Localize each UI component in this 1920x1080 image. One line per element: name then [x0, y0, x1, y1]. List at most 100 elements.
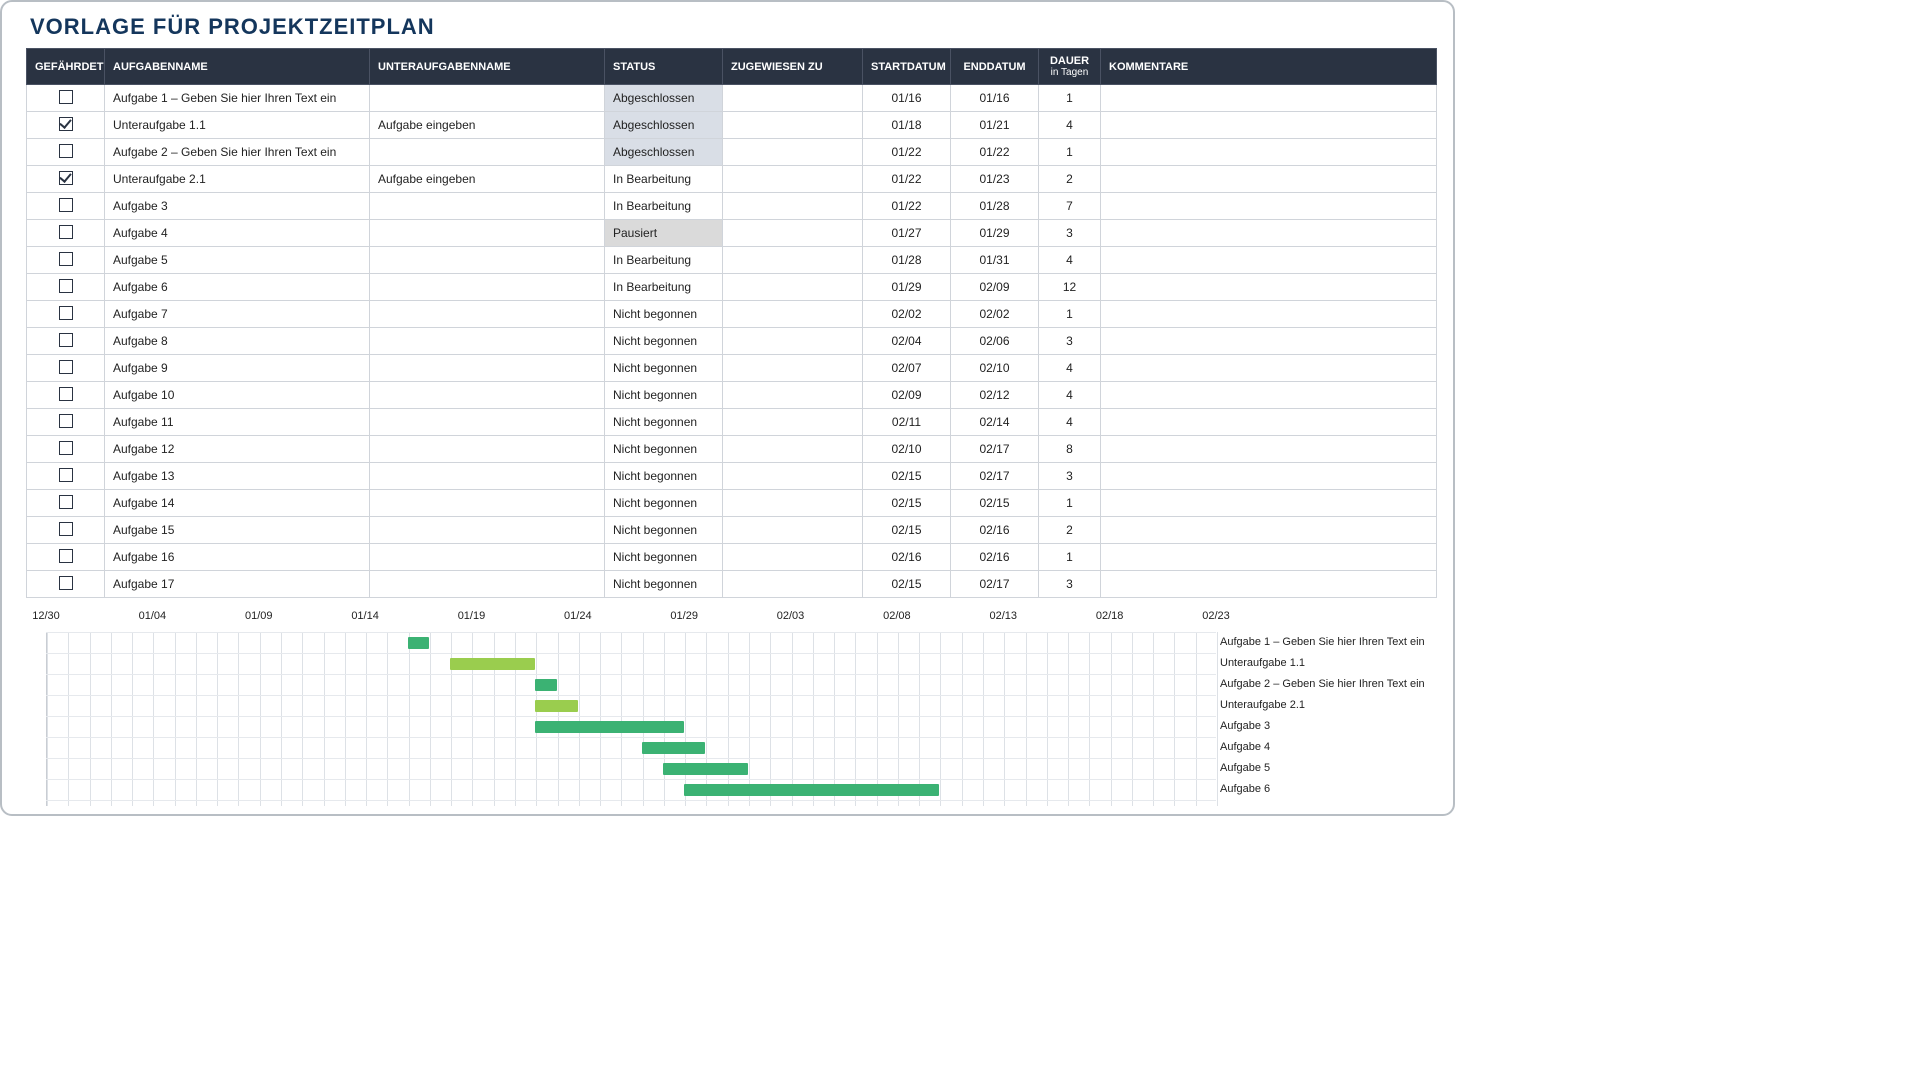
risk-cell[interactable]: [27, 166, 105, 193]
risk-cell[interactable]: [27, 382, 105, 409]
assigned-cell[interactable]: [723, 166, 863, 193]
subtask-cell[interactable]: [370, 85, 605, 112]
subtask-cell[interactable]: [370, 193, 605, 220]
start-cell[interactable]: 02/15: [863, 571, 951, 598]
task-cell[interactable]: Aufgabe 9: [105, 355, 370, 382]
risk-cell[interactable]: [27, 409, 105, 436]
assigned-cell[interactable]: [723, 301, 863, 328]
end-cell[interactable]: 02/02: [951, 301, 1039, 328]
risk-cell[interactable]: [27, 571, 105, 598]
status-cell[interactable]: Nicht begonnen: [605, 382, 723, 409]
risk-checkbox[interactable]: [59, 144, 73, 158]
assigned-cell[interactable]: [723, 409, 863, 436]
status-cell[interactable]: Nicht begonnen: [605, 571, 723, 598]
status-cell[interactable]: Nicht begonnen: [605, 409, 723, 436]
end-cell[interactable]: 02/17: [951, 463, 1039, 490]
task-cell[interactable]: Aufgabe 6: [105, 274, 370, 301]
subtask-cell[interactable]: [370, 247, 605, 274]
risk-checkbox[interactable]: [59, 90, 73, 104]
task-cell[interactable]: Aufgabe 2 – Geben Sie hier Ihren Text ei…: [105, 139, 370, 166]
task-cell[interactable]: Aufgabe 15: [105, 517, 370, 544]
assigned-cell[interactable]: [723, 436, 863, 463]
end-cell[interactable]: 02/17: [951, 436, 1039, 463]
risk-cell[interactable]: [27, 112, 105, 139]
gantt-bar[interactable]: [535, 700, 578, 712]
task-cell[interactable]: Aufgabe 10: [105, 382, 370, 409]
task-cell[interactable]: Aufgabe 12: [105, 436, 370, 463]
assigned-cell[interactable]: [723, 328, 863, 355]
assigned-cell[interactable]: [723, 220, 863, 247]
assigned-cell[interactable]: [723, 85, 863, 112]
status-cell[interactable]: Nicht begonnen: [605, 490, 723, 517]
end-cell[interactable]: 02/12: [951, 382, 1039, 409]
end-cell[interactable]: 01/29: [951, 220, 1039, 247]
comment-cell[interactable]: [1101, 463, 1437, 490]
subtask-cell[interactable]: [370, 436, 605, 463]
assigned-cell[interactable]: [723, 382, 863, 409]
risk-cell[interactable]: [27, 436, 105, 463]
status-cell[interactable]: Nicht begonnen: [605, 436, 723, 463]
subtask-cell[interactable]: [370, 220, 605, 247]
status-cell[interactable]: Nicht begonnen: [605, 328, 723, 355]
risk-cell[interactable]: [27, 139, 105, 166]
subtask-cell[interactable]: [370, 463, 605, 490]
risk-checkbox[interactable]: [59, 279, 73, 293]
end-cell[interactable]: 01/31: [951, 247, 1039, 274]
assigned-cell[interactable]: [723, 490, 863, 517]
assigned-cell[interactable]: [723, 112, 863, 139]
status-cell[interactable]: Nicht begonnen: [605, 301, 723, 328]
task-cell[interactable]: Aufgabe 13: [105, 463, 370, 490]
start-cell[interactable]: 01/28: [863, 247, 951, 274]
risk-cell[interactable]: [27, 85, 105, 112]
risk-cell[interactable]: [27, 274, 105, 301]
status-cell[interactable]: In Bearbeitung: [605, 247, 723, 274]
end-cell[interactable]: 02/17: [951, 571, 1039, 598]
end-cell[interactable]: 02/16: [951, 544, 1039, 571]
subtask-cell[interactable]: Aufgabe eingeben: [370, 166, 605, 193]
comment-cell[interactable]: [1101, 193, 1437, 220]
start-cell[interactable]: 02/11: [863, 409, 951, 436]
risk-checkbox[interactable]: [59, 441, 73, 455]
status-cell[interactable]: Abgeschlossen: [605, 85, 723, 112]
assigned-cell[interactable]: [723, 139, 863, 166]
risk-checkbox[interactable]: [59, 387, 73, 401]
start-cell[interactable]: 01/22: [863, 139, 951, 166]
comment-cell[interactable]: [1101, 490, 1437, 517]
comment-cell[interactable]: [1101, 544, 1437, 571]
status-cell[interactable]: Nicht begonnen: [605, 544, 723, 571]
task-cell[interactable]: Aufgabe 14: [105, 490, 370, 517]
subtask-cell[interactable]: [370, 544, 605, 571]
risk-cell[interactable]: [27, 517, 105, 544]
risk-checkbox[interactable]: [59, 549, 73, 563]
subtask-cell[interactable]: [370, 355, 605, 382]
comment-cell[interactable]: [1101, 328, 1437, 355]
task-cell[interactable]: Aufgabe 11: [105, 409, 370, 436]
gantt-bar[interactable]: [535, 721, 684, 733]
start-cell[interactable]: 02/15: [863, 490, 951, 517]
risk-checkbox[interactable]: [59, 117, 73, 131]
end-cell[interactable]: 01/22: [951, 139, 1039, 166]
comment-cell[interactable]: [1101, 409, 1437, 436]
risk-cell[interactable]: [27, 463, 105, 490]
risk-cell[interactable]: [27, 328, 105, 355]
subtask-cell[interactable]: [370, 490, 605, 517]
comment-cell[interactable]: [1101, 355, 1437, 382]
assigned-cell[interactable]: [723, 544, 863, 571]
risk-checkbox[interactable]: [59, 495, 73, 509]
comment-cell[interactable]: [1101, 517, 1437, 544]
status-cell[interactable]: Abgeschlossen: [605, 112, 723, 139]
end-cell[interactable]: 02/15: [951, 490, 1039, 517]
risk-checkbox[interactable]: [59, 198, 73, 212]
start-cell[interactable]: 02/02: [863, 301, 951, 328]
start-cell[interactable]: 02/09: [863, 382, 951, 409]
task-cell[interactable]: Aufgabe 17: [105, 571, 370, 598]
gantt-bar[interactable]: [535, 679, 556, 691]
start-cell[interactable]: 02/16: [863, 544, 951, 571]
comment-cell[interactable]: [1101, 220, 1437, 247]
assigned-cell[interactable]: [723, 193, 863, 220]
start-cell[interactable]: 01/22: [863, 193, 951, 220]
risk-checkbox[interactable]: [59, 225, 73, 239]
subtask-cell[interactable]: [370, 409, 605, 436]
comment-cell[interactable]: [1101, 274, 1437, 301]
gantt-bar[interactable]: [450, 658, 535, 670]
